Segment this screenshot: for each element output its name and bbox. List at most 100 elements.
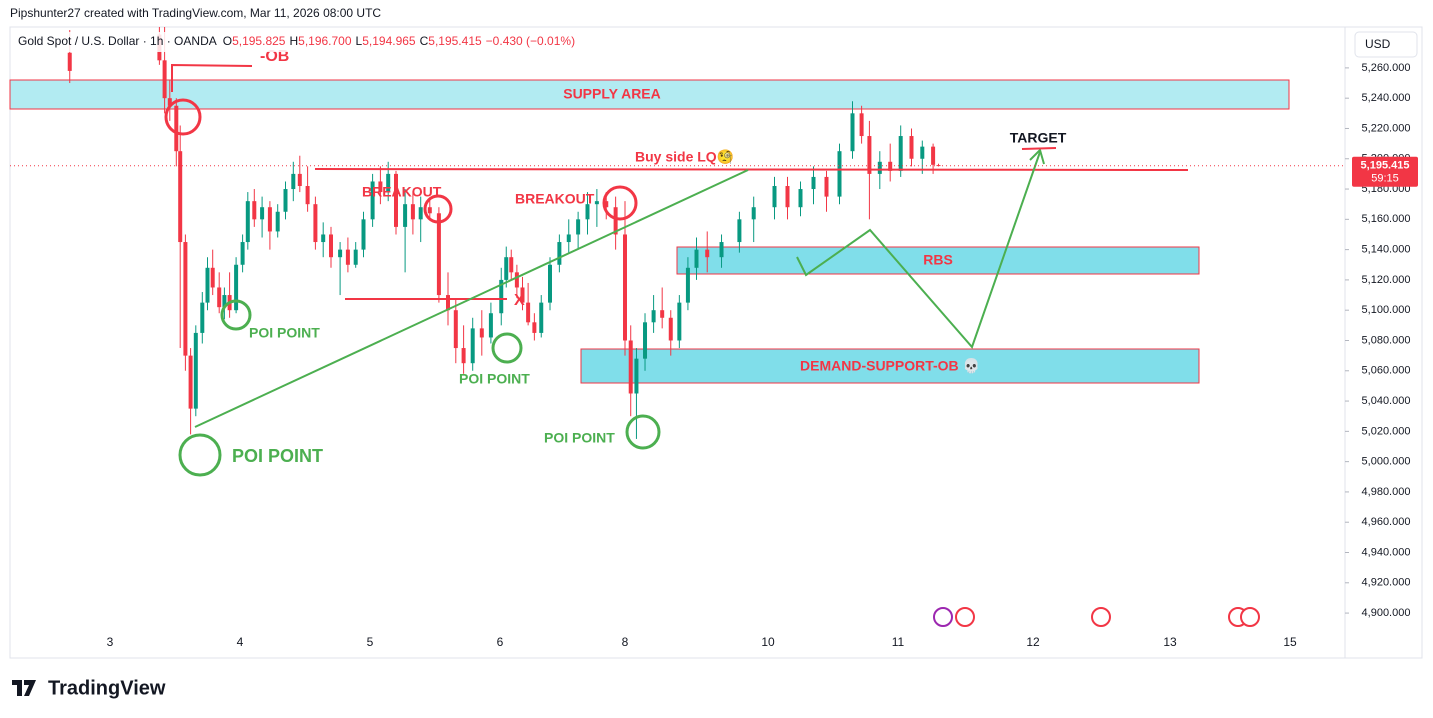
- circle: [491, 332, 523, 364]
- y-tick-label: 5,060.000: [1362, 365, 1411, 377]
- x-tick-label: 13: [1163, 635, 1177, 649]
- candle-body: [313, 204, 318, 243]
- ohlc-value: 5,196.700: [298, 34, 352, 48]
- annotation: TARGET: [1010, 130, 1067, 146]
- x-tick-label: 3: [107, 635, 114, 649]
- circle: [625, 414, 661, 450]
- y-tick-label: 5,160.000: [1362, 213, 1411, 225]
- candle-body: [461, 348, 466, 364]
- x-tick-label: 5: [367, 635, 374, 649]
- candle-body: [167, 98, 172, 106]
- symbol: Gold Spot / U.S. Dollar · 1h · OANDA: [18, 34, 217, 48]
- candle-body: [183, 242, 188, 356]
- currency: USD: [1365, 37, 1391, 51]
- y-tick-label: 5,000.000: [1362, 456, 1411, 468]
- x-tick-label: 10: [761, 635, 775, 649]
- x-tick-label: 4: [237, 635, 244, 649]
- candle-body: [470, 328, 475, 364]
- ohlc-key: O: [223, 34, 232, 48]
- event-icons: [933, 607, 1260, 627]
- event-icon: [955, 607, 975, 627]
- ohlc-value: 5,194.965: [362, 34, 416, 48]
- countdown: 59:15: [1371, 173, 1399, 185]
- candle-body: [594, 201, 599, 205]
- candle-body: [361, 219, 366, 250]
- candle-body: [751, 207, 756, 220]
- ob-line: [171, 63, 253, 92]
- legend: Gold Spot / U.S. Dollar · 1h · OANDA O5,1…: [18, 34, 575, 48]
- circle: [602, 185, 638, 221]
- candle-body: [514, 272, 519, 288]
- candle-body: [222, 295, 227, 308]
- candle-body: [252, 201, 257, 220]
- candle-body: [785, 186, 790, 208]
- candle-body: [210, 267, 215, 288]
- candle-body: [867, 136, 872, 174]
- annotation: POI POINT: [544, 430, 615, 446]
- candle-body: [410, 204, 415, 220]
- pane-border: [9, 26, 1423, 659]
- circle: [423, 194, 453, 224]
- candle-body: [909, 136, 914, 159]
- candle-body: [488, 313, 493, 338]
- last-price-label: 5,195.415: [1361, 160, 1410, 172]
- y-tick-label: 4,900.000: [1362, 607, 1411, 619]
- annotation: BREAKOUT: [362, 184, 442, 200]
- candle-body: [479, 328, 484, 338]
- annotation: DEMAND-SUPPORT-OB 💀: [800, 358, 980, 375]
- ohlc-value: 5,195.825: [232, 34, 286, 48]
- candle-body: [291, 173, 296, 190]
- annotation: POI POINT: [232, 446, 323, 466]
- last-price-box: [1352, 156, 1418, 187]
- candle-body: [898, 136, 903, 171]
- candle-body: [418, 207, 423, 220]
- candle-body: [623, 234, 627, 341]
- annotation: RBS: [923, 252, 953, 268]
- candle-body: [446, 295, 450, 311]
- candle-body: [260, 207, 265, 220]
- candle-body: [798, 189, 803, 208]
- candle-body: [321, 234, 326, 243]
- candle-body: [888, 161, 893, 171]
- projection-path: [796, 151, 1041, 349]
- currency-box[interactable]: [1354, 31, 1418, 58]
- candle-body: [532, 322, 537, 333]
- candle-body: [705, 249, 710, 258]
- event-icon: [1240, 607, 1260, 627]
- candle-body: [850, 113, 855, 152]
- candle-body: [329, 234, 333, 258]
- candle-body: [234, 264, 239, 311]
- change: −0.430 (−0.01%): [486, 34, 575, 48]
- target-underline: [1021, 147, 1057, 150]
- candle-body: [394, 173, 398, 227]
- candle-body: [499, 279, 504, 314]
- candles: [67, 27, 941, 439]
- candle-body: [539, 302, 544, 333]
- candle-body: [67, 52, 72, 71]
- candle-body: [436, 213, 441, 296]
- ohlc-value: 5,195.415: [428, 34, 482, 48]
- candle-body: [267, 207, 272, 232]
- candle-body: [305, 186, 310, 205]
- candle-body: [338, 249, 343, 258]
- candle-body: [585, 204, 590, 220]
- y-tick-label: 5,260.000: [1362, 62, 1411, 74]
- ohlc-key: L: [356, 34, 363, 48]
- candle-body: [200, 302, 205, 333]
- candle-body: [694, 249, 699, 268]
- credit: Pipshunter27 created with TradingView.co…: [10, 6, 381, 20]
- candle-body: [685, 267, 690, 303]
- ohlc-key: H: [289, 34, 298, 48]
- candle-body: [548, 264, 552, 303]
- candle-body: [245, 201, 250, 243]
- candle-body: [353, 249, 358, 265]
- candle-body: [604, 201, 609, 208]
- annotation: X: [514, 292, 525, 309]
- candle-body: [643, 322, 648, 359]
- y-tick-label: 5,120.000: [1362, 274, 1411, 286]
- candle-body: [453, 310, 458, 349]
- y-tick-label: 4,980.000: [1362, 486, 1411, 498]
- candle-body: [378, 181, 383, 193]
- plot: [9, 79, 1290, 384]
